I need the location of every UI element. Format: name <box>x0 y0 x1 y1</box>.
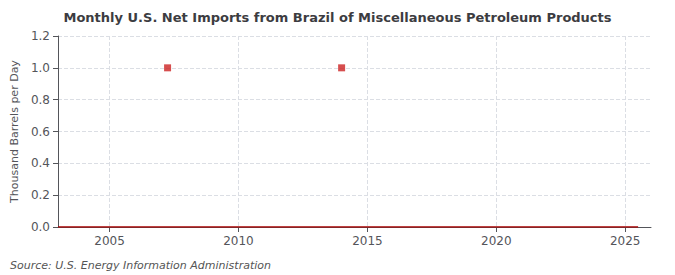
svg-text:2020: 2020 <box>481 234 512 248</box>
svg-text:1.0: 1.0 <box>31 61 50 75</box>
svg-text:0.0: 0.0 <box>31 220 50 234</box>
svg-text:Monthly U.S. Net Imports from: Monthly U.S. Net Imports from Brazil of … <box>63 10 611 25</box>
svg-text:0.6: 0.6 <box>31 125 50 139</box>
svg-text:2005: 2005 <box>94 234 125 248</box>
svg-text:Source: U.S. Energy Informatio: Source: U.S. Energy Information Administ… <box>10 259 271 272</box>
svg-text:2010: 2010 <box>223 234 254 248</box>
svg-text:2015: 2015 <box>352 234 383 248</box>
svg-text:0.8: 0.8 <box>31 93 50 107</box>
svg-text:0.4: 0.4 <box>31 156 50 170</box>
svg-text:0.2: 0.2 <box>31 188 50 202</box>
svg-text:2025: 2025 <box>610 234 641 248</box>
svg-text:Thousand Barrels per Day: Thousand Barrels per Day <box>8 60 21 204</box>
svg-text:1.2: 1.2 <box>31 29 50 43</box>
